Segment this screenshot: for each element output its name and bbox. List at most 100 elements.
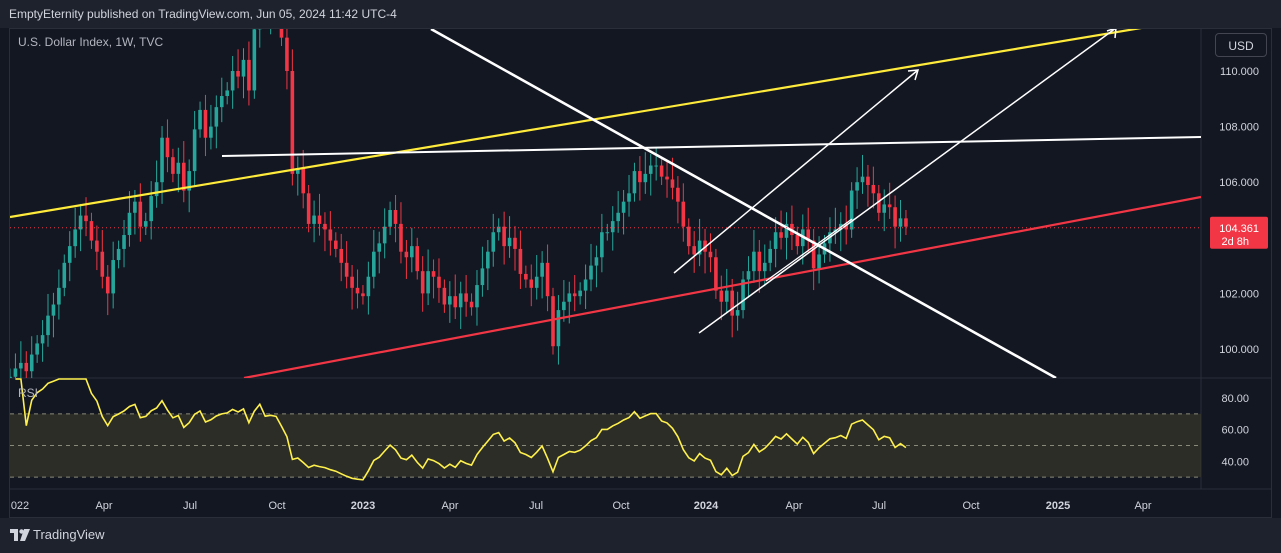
candle-body	[78, 215, 83, 230]
candle-body	[209, 126, 213, 138]
candle-body	[279, 29, 284, 38]
rsi-indicator-label[interactable]: RSI	[18, 386, 39, 400]
candle-body	[860, 176, 865, 183]
candle-body	[317, 215, 322, 224]
candle-body	[437, 276, 441, 288]
candle-body	[100, 251, 105, 277]
candle-body	[285, 37, 289, 71]
candle-body	[524, 273, 528, 280]
candle-body	[686, 226, 691, 247]
candle-body	[399, 223, 403, 252]
candle-body	[187, 171, 191, 191]
channel-mid-line	[765, 218, 853, 282]
candle-body	[681, 201, 686, 227]
candle-body	[551, 296, 555, 347]
candle-body	[741, 279, 745, 311]
candle-body	[214, 107, 219, 127]
candle-body	[323, 223, 327, 230]
candle-body	[46, 315, 50, 336]
time-tick-label: Apr	[1134, 500, 1151, 512]
candle-body	[648, 165, 653, 174]
candle-body	[638, 171, 642, 183]
red-trendline	[243, 195, 1201, 378]
candle-body	[692, 246, 696, 255]
last-price-label: 104.361	[1219, 223, 1259, 235]
candle-body	[887, 204, 892, 208]
candle-body	[10, 376, 12, 378]
channel-lower-arrow	[698, 29, 1116, 334]
arrowhead-lower	[1106, 29, 1117, 39]
chart-canvas[interactable]: 110.000 108.000 106.000 102.000 100.000 104.3…	[10, 29, 1272, 518]
candle-body	[176, 162, 181, 174]
candle-body	[377, 243, 382, 252]
candle-body	[469, 301, 474, 308]
candle-body	[904, 218, 908, 227]
candle-body	[855, 182, 859, 191]
last-price-badge	[1210, 216, 1268, 249]
candle-body	[779, 232, 783, 238]
candle-body	[116, 248, 121, 261]
candle-body	[247, 59, 251, 91]
candle-body	[556, 310, 561, 347]
candle-body	[160, 137, 164, 183]
candle-body	[165, 137, 170, 158]
publish-header: EmptyEternity published on TradingView.c…	[0, 0, 1281, 28]
price-tick-label: 108.000	[1219, 122, 1259, 134]
candle-body	[122, 235, 126, 249]
candle-body	[382, 226, 387, 244]
candle-body	[35, 343, 39, 355]
candle-body	[572, 293, 577, 297]
chart-area[interactable]: 110.000 108.000 106.000 102.000 100.000 104.3…	[9, 28, 1272, 518]
candle-body	[344, 262, 349, 277]
candle-body	[127, 212, 132, 236]
candle-body	[502, 226, 506, 247]
candle-body	[762, 262, 767, 272]
candle-body	[627, 193, 631, 202]
rsi-line	[15, 378, 907, 481]
candle-body	[19, 362, 23, 369]
candle-body	[328, 229, 333, 241]
candle-body	[241, 59, 246, 77]
price-tick-label: 110.000	[1220, 66, 1259, 78]
candle-body	[513, 237, 517, 249]
candle-body	[181, 162, 186, 191]
time-tick-label: Oct	[612, 500, 629, 512]
candle-body	[198, 109, 202, 130]
candle-body	[534, 276, 539, 288]
candle-body	[171, 157, 175, 174]
candle-body	[784, 223, 789, 238]
candle-body	[339, 248, 344, 263]
candle-body	[768, 248, 772, 263]
candle-body	[746, 271, 751, 280]
candle-body	[442, 287, 447, 305]
candle-body	[236, 71, 240, 77]
candle-body	[708, 251, 713, 258]
candle-body	[877, 193, 881, 213]
currency-button[interactable]: USD	[1215, 33, 1267, 57]
candle-body	[154, 182, 159, 197]
channel-upper-arrow	[673, 69, 919, 274]
arrowhead-upper	[907, 69, 920, 81]
candle-body	[703, 240, 707, 252]
candle-body	[350, 276, 354, 288]
tradingview-logo-icon	[10, 529, 30, 541]
candle-body	[773, 232, 778, 249]
time-tick-label: Jul	[872, 500, 886, 512]
candle-body	[301, 168, 306, 194]
candle-body	[849, 190, 854, 230]
time-tick-label: 2025	[1046, 500, 1070, 512]
candle-body	[372, 251, 376, 277]
candle-body	[567, 293, 572, 302]
white-descending-line	[430, 29, 1057, 378]
candle-body	[453, 296, 458, 308]
candle-body	[225, 90, 229, 97]
candle-body	[57, 287, 61, 305]
candle-body	[306, 193, 311, 224]
candle-body	[670, 179, 675, 188]
time-tick-label: Oct	[962, 500, 979, 512]
candle-body	[578, 290, 582, 297]
candle-body	[480, 268, 485, 286]
candle-body	[752, 251, 756, 272]
candle-body	[893, 207, 897, 227]
candle-body	[426, 271, 430, 294]
